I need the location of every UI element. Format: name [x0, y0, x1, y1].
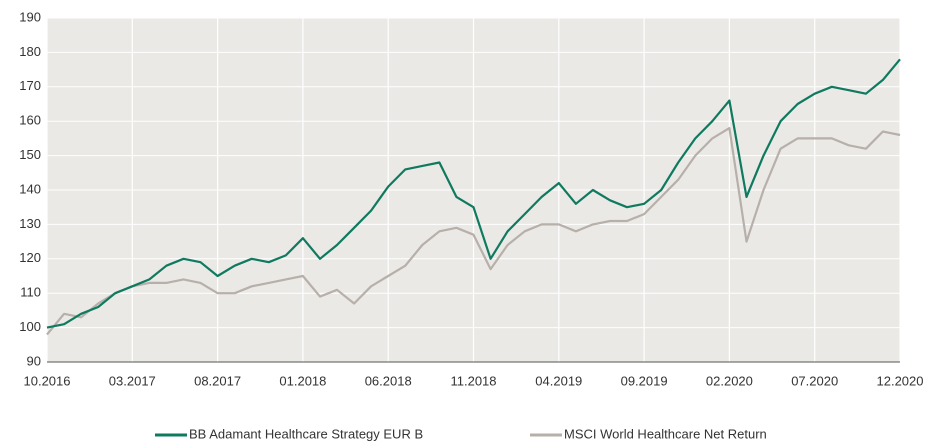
x-tick-label: 09.2019 [621, 373, 668, 388]
series-line [46, 58, 901, 329]
y-tick-label: 130 [19, 216, 41, 231]
y-tick-label: 110 [20, 285, 41, 300]
legend-label: BB Adamant Healthcare Strategy EUR B [189, 426, 423, 441]
y-tick-label: 120 [19, 250, 41, 265]
y-tick-label: 180 [19, 44, 41, 59]
x-tick-label: 06.2018 [365, 373, 412, 388]
y-tick-label: 150 [19, 147, 41, 162]
y-tick-label: 140 [19, 181, 41, 196]
x-tick-label: 12.2020 [877, 373, 924, 388]
x-tick-label: 04.2019 [535, 373, 582, 388]
legend-label: MSCI World Healthcare Net Return [564, 426, 767, 441]
y-tick-label: 190 [19, 9, 41, 24]
x-tick-label: 07.2020 [791, 373, 838, 388]
y-tick-label: 170 [19, 78, 41, 93]
x-tick-label: 01.2018 [279, 373, 326, 388]
y-tick-label: 90 [27, 353, 41, 368]
y-tick-label: 160 [19, 113, 41, 128]
x-tick-label: 10.2016 [24, 373, 71, 388]
x-tick-label: 02.2020 [706, 373, 753, 388]
x-tick-label: 11.2018 [450, 373, 496, 388]
x-tick-label: 08.2017 [194, 373, 241, 388]
y-tick-label: 100 [19, 319, 41, 334]
x-tick-label: 03.2017 [109, 373, 156, 388]
series-line [46, 127, 901, 336]
